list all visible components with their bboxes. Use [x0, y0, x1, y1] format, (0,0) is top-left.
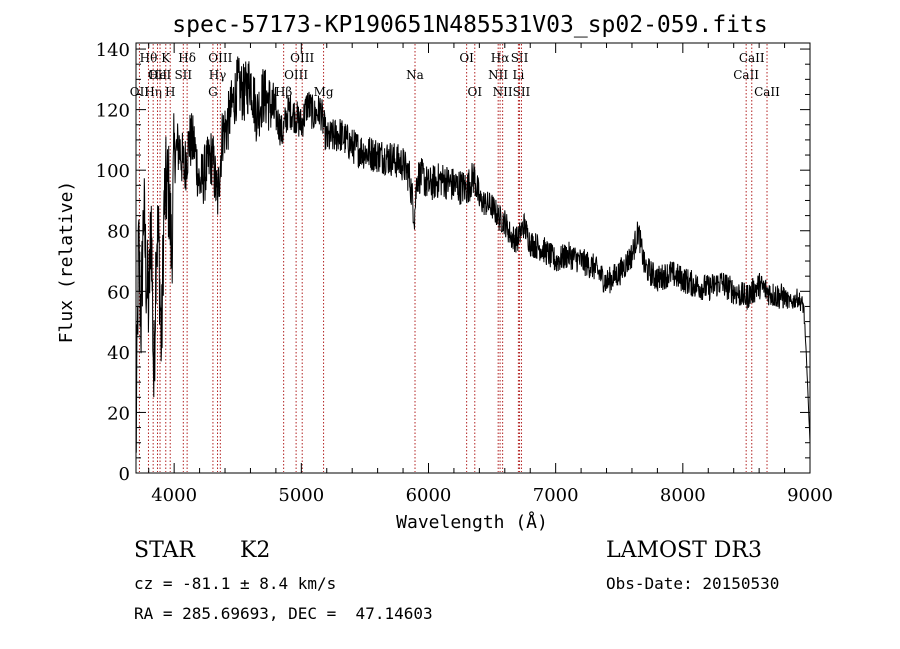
- cz-readout: cz = -81.1 ± 8.4 km/s: [134, 574, 337, 593]
- x-tick-label-5: 9000: [787, 485, 833, 506]
- y-tick-label-4: 80: [107, 222, 130, 243]
- marker-label-13: OIII: [284, 68, 308, 82]
- marker-label-17: OI: [459, 51, 474, 65]
- marker-label-23: SII: [511, 51, 529, 65]
- marker-label-0: OII: [130, 85, 150, 99]
- marker-label-15: Mg: [314, 85, 334, 99]
- spectrum-line: [135, 56, 811, 453]
- y-tick-label-0: 0: [119, 464, 130, 485]
- spectrum-layer: [135, 56, 811, 453]
- marker-label-9: G: [208, 85, 218, 99]
- y-tick-label-2: 40: [107, 343, 130, 364]
- marker-label-3: OII: [148, 68, 168, 82]
- class-label: STAR: [134, 538, 195, 563]
- marker-label-21: NII: [493, 85, 513, 99]
- subclass-label: K2: [240, 538, 271, 563]
- marker-label-2: Hη: [144, 85, 162, 99]
- y-tick-label-1: 20: [107, 403, 130, 424]
- marker-label-14: OIII: [290, 51, 314, 65]
- marker-label-18: OI: [467, 85, 482, 99]
- line-marker-layer: OIIHθHηOIIHeIKHSIIHδGHγOIIIHβOIIIOIIIMgN…: [130, 44, 780, 472]
- x-tick-label-0: 4000: [151, 485, 197, 506]
- x-tick-label-3: 7000: [533, 485, 579, 506]
- x-tick-label-2: 6000: [406, 485, 452, 506]
- marker-label-20: Hα: [491, 51, 510, 65]
- marker-label-22: Li: [512, 68, 524, 82]
- survey-label: LAMOST DR3: [606, 538, 762, 563]
- marker-label-11: OIII: [208, 51, 232, 65]
- y-tick-label-3: 60: [107, 282, 130, 303]
- marker-label-7: SII: [174, 68, 192, 82]
- marker-label-25: CaII: [733, 68, 759, 82]
- y-tick-label-7: 140: [96, 40, 130, 61]
- x-axis-label: Wavelength (Å): [396, 511, 548, 533]
- y-tick-label-5: 100: [96, 161, 130, 182]
- marker-label-26: CaII: [739, 51, 765, 65]
- chart-title: spec-57173-KP190651N485531V03_sp02-059.f…: [172, 12, 767, 38]
- marker-label-1: Hθ: [140, 51, 158, 65]
- obs-date: Obs-Date: 20150530: [606, 574, 780, 593]
- coordinates: RA = 285.69693, DEC = 47.14603: [134, 604, 433, 623]
- marker-label-6: H: [165, 85, 175, 99]
- y-axis-label: Flux (relative): [56, 181, 77, 344]
- x-tick-label-1: 5000: [278, 485, 324, 506]
- marker-label-12: Hβ: [275, 85, 292, 99]
- x-tick-label-4: 8000: [660, 485, 706, 506]
- y-tick-label-6: 120: [96, 101, 130, 122]
- marker-label-27: CaII: [754, 85, 780, 99]
- marker-label-16: Na: [406, 68, 424, 82]
- axis-layer: 4000 5000 6000 7000 8000 9000 0 20 40 60 80 100 120 1…: [96, 40, 833, 506]
- marker-label-19: NII: [488, 68, 508, 82]
- marker-label-8: Hδ: [178, 51, 196, 65]
- marker-label-10: Hγ: [209, 68, 227, 82]
- marker-label-4: HeI: [149, 68, 172, 82]
- marker-label-5: K: [161, 51, 171, 65]
- plot-frame: [135, 42, 811, 474]
- marker-label-24: SII: [513, 85, 531, 99]
